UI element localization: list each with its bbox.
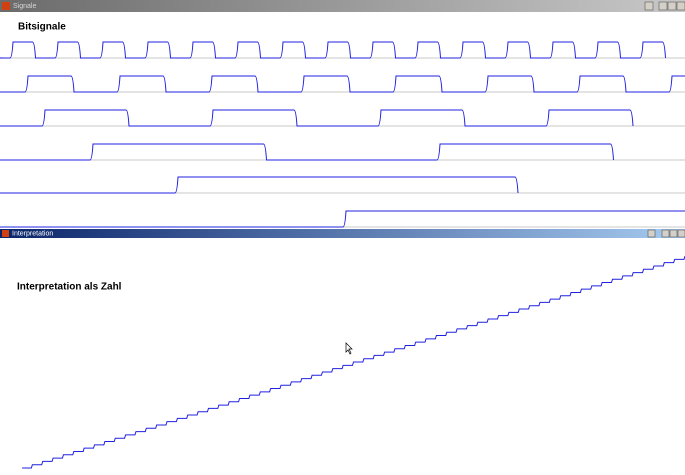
window-title: Interpretation — [12, 230, 53, 237]
title-bar — [0, 0, 685, 12]
window-icon — [2, 2, 10, 10]
interpretation-window — [0, 229, 685, 475]
bit-signal — [0, 176, 519, 194]
maximize-button[interactable] — [667, 1, 677, 11]
window-buttons[interactable] — [647, 229, 685, 238]
signal-window — [0, 0, 685, 238]
bit-signal — [0, 109, 634, 127]
bit-signal — [0, 75, 685, 93]
menu-button[interactable] — [647, 229, 656, 238]
staircase — [22, 255, 685, 469]
mouse-cursor — [345, 342, 353, 355]
close-button[interactable] — [676, 1, 685, 11]
close-button[interactable] — [677, 229, 685, 238]
menu-button[interactable] — [644, 1, 654, 11]
title-bar — [0, 229, 685, 238]
minimize-button[interactable] — [661, 229, 670, 238]
panel-label: Interpretation als Zahl — [17, 282, 122, 293]
panel-label: Bitsignale — [18, 22, 66, 33]
maximize-button[interactable] — [669, 229, 678, 238]
minimize-button[interactable] — [658, 1, 668, 11]
bit-signal — [0, 41, 666, 59]
bit-signal — [0, 143, 614, 161]
window-title: Signale — [13, 3, 36, 10]
window-icon — [2, 230, 9, 237]
window-buttons[interactable] — [644, 1, 685, 11]
